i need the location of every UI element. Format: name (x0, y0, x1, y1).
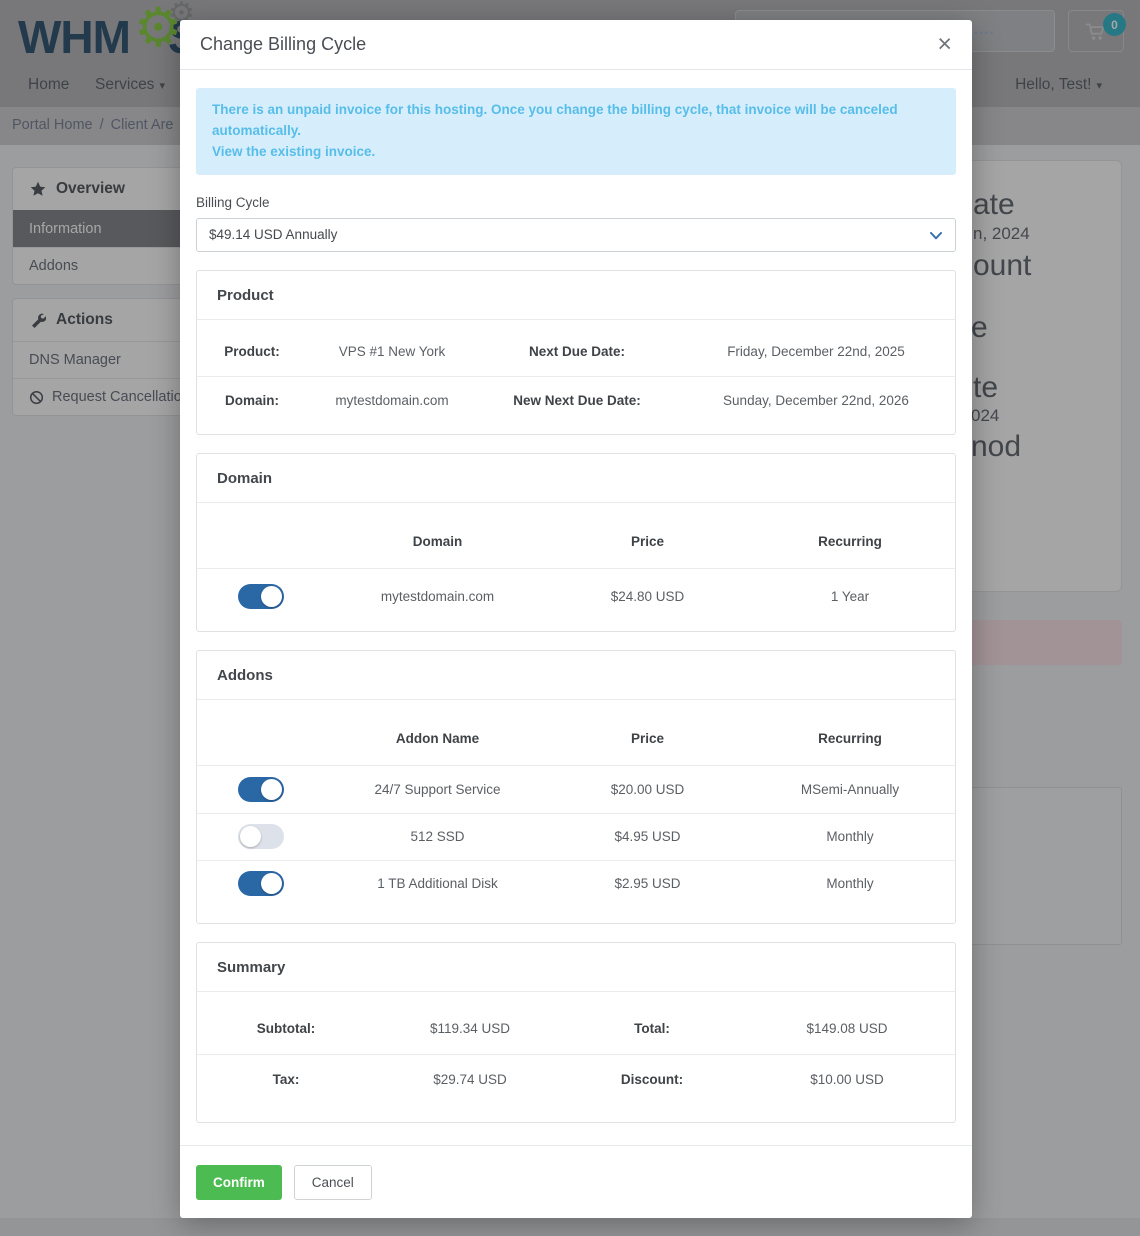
summary-section-title: Summary (197, 943, 955, 992)
page-footer (0, 1218, 1140, 1236)
breadcrumb-portal-home[interactable]: Portal Home (12, 117, 93, 133)
star-icon (30, 181, 46, 196)
sidebar-item-dns-manager[interactable]: DNS Manager (13, 341, 279, 378)
cancel-button[interactable]: Cancel (293, 1164, 372, 1200)
modal-body: There is an unpaid invoice for this host… (180, 70, 972, 1123)
addon-toggle[interactable] (238, 776, 284, 802)
billing-cycle-select[interactable]: $49.14 USD Annually (196, 217, 956, 252)
cart-button[interactable]: 0 (1068, 10, 1126, 52)
toggle-knob (261, 873, 282, 895)
bg-text-fragment: e (971, 311, 988, 344)
table-row: Domain: mytestdomain.com New Next Due Da… (197, 375, 955, 424)
bg-text-fragment: 024 (971, 406, 1000, 425)
sidebar-item-request-cancellation[interactable]: Request Cancellatio (13, 378, 279, 415)
table-row: Subtotal: $119.34 USD Total: $149.08 USD (256, 1021, 888, 1037)
product-table: Product: VPS #1 New York Next Due Date: … (197, 320, 955, 434)
toggle-knob (261, 778, 282, 800)
alert-text: There is an unpaid invoice for this host… (212, 102, 898, 138)
billing-cycle-label: Billing Cycle (196, 194, 270, 210)
domain-section-title: Domain (197, 454, 955, 503)
toggle-knob (261, 586, 282, 608)
nav-item-services[interactable]: Services ▾ (95, 76, 165, 93)
addons-section-title: Addons (197, 651, 955, 700)
summary-table: Subtotal: $119.34 USD Total: $149.08 USD… (197, 992, 955, 1122)
sidebar-overview-header: Overview (13, 168, 279, 210)
domain-table: Domain Price Recurring mytestdomain.com … (197, 503, 955, 631)
modal-footer: Confirm Cancel (180, 1145, 972, 1218)
chevron-down-icon: ▾ (159, 80, 165, 92)
table-header-row: Domain Price Recurring (197, 515, 955, 569)
cart-count-badge: 0 (1103, 13, 1126, 36)
bg-text-fragment: nod (971, 430, 1022, 463)
view-invoice-link[interactable]: View the existing invoice. (212, 143, 376, 159)
table-row: Product: VPS #1 New York Next Due Date: … (224, 344, 905, 360)
sidebar-item-addons[interactable]: Addons (13, 247, 279, 284)
wrench-icon (32, 313, 46, 328)
unpaid-invoice-alert: There is an unpaid invoice for this host… (196, 88, 956, 175)
addons-table: Addon Name Price Recurring 24/7 Support … (197, 700, 955, 923)
bg-text-fragment: ate (973, 188, 1015, 221)
table-header-row: Addon Name Price Recurring (197, 712, 955, 766)
chevron-down-icon: ▾ (1096, 80, 1102, 92)
addons-section: Addons Addon Name Price Recurring 24/7 S… (196, 649, 956, 924)
billing-cycle-value: $49.14 USD Annually (209, 227, 338, 243)
addon-toggle[interactable] (238, 871, 284, 897)
bg-text-fragment: ount (973, 249, 1032, 282)
modal-header: Change Billing Cycle × (180, 20, 972, 70)
domain-toggle[interactable] (238, 584, 284, 610)
modal-title: Change Billing Cycle (200, 34, 367, 54)
nav-item-home[interactable]: Home (28, 76, 70, 93)
chevron-down-icon (930, 231, 942, 240)
bg-text-fragment: te (973, 371, 999, 404)
close-icon[interactable]: × (937, 30, 952, 58)
domain-section: Domain Domain Price Recurring mytestdoma… (196, 452, 956, 632)
sidebar-actions-header: Actions (13, 299, 279, 341)
logo-text-whm: WHM (18, 11, 131, 63)
table-row: 24/7 Support Service $20.00 USD MSemi-An… (197, 766, 955, 813)
summary-section: Summary Subtotal: $119.34 USD Total: $14… (196, 941, 956, 1123)
gear-icon: ⚙ (134, 0, 183, 58)
product-section: Product Product: VPS #1 New York Next Du… (196, 269, 956, 435)
bg-text-fragment: n, 2024 (973, 224, 1030, 243)
search-placeholder-fragment: .... (974, 21, 995, 38)
change-billing-cycle-modal: Change Billing Cycle × There is an unpai… (180, 20, 972, 1218)
confirm-button[interactable]: Confirm (196, 1164, 282, 1200)
addon-toggle[interactable] (238, 824, 284, 850)
table-row: Tax: $29.74 USD Discount: $10.00 USD (197, 1053, 955, 1104)
breadcrumb-client-area[interactable]: Client Are (110, 117, 174, 133)
cancel-icon (29, 390, 44, 404)
table-row: 512 SSD $4.95 USD Monthly (197, 812, 955, 860)
table-row: mytestdomain.com $24.80 USD 1 Year (197, 569, 955, 625)
cart-icon (1085, 23, 1105, 40)
product-section-title: Product (197, 271, 955, 320)
table-row: 1 TB Additional Disk $2.95 USD Monthly (197, 859, 955, 907)
toggle-knob (240, 826, 261, 848)
breadcrumb-separator: / (99, 117, 104, 133)
user-menu[interactable]: Hello, Test! ▾ (1015, 76, 1102, 93)
breadcrumb: Portal Home / Client Are (12, 117, 174, 133)
